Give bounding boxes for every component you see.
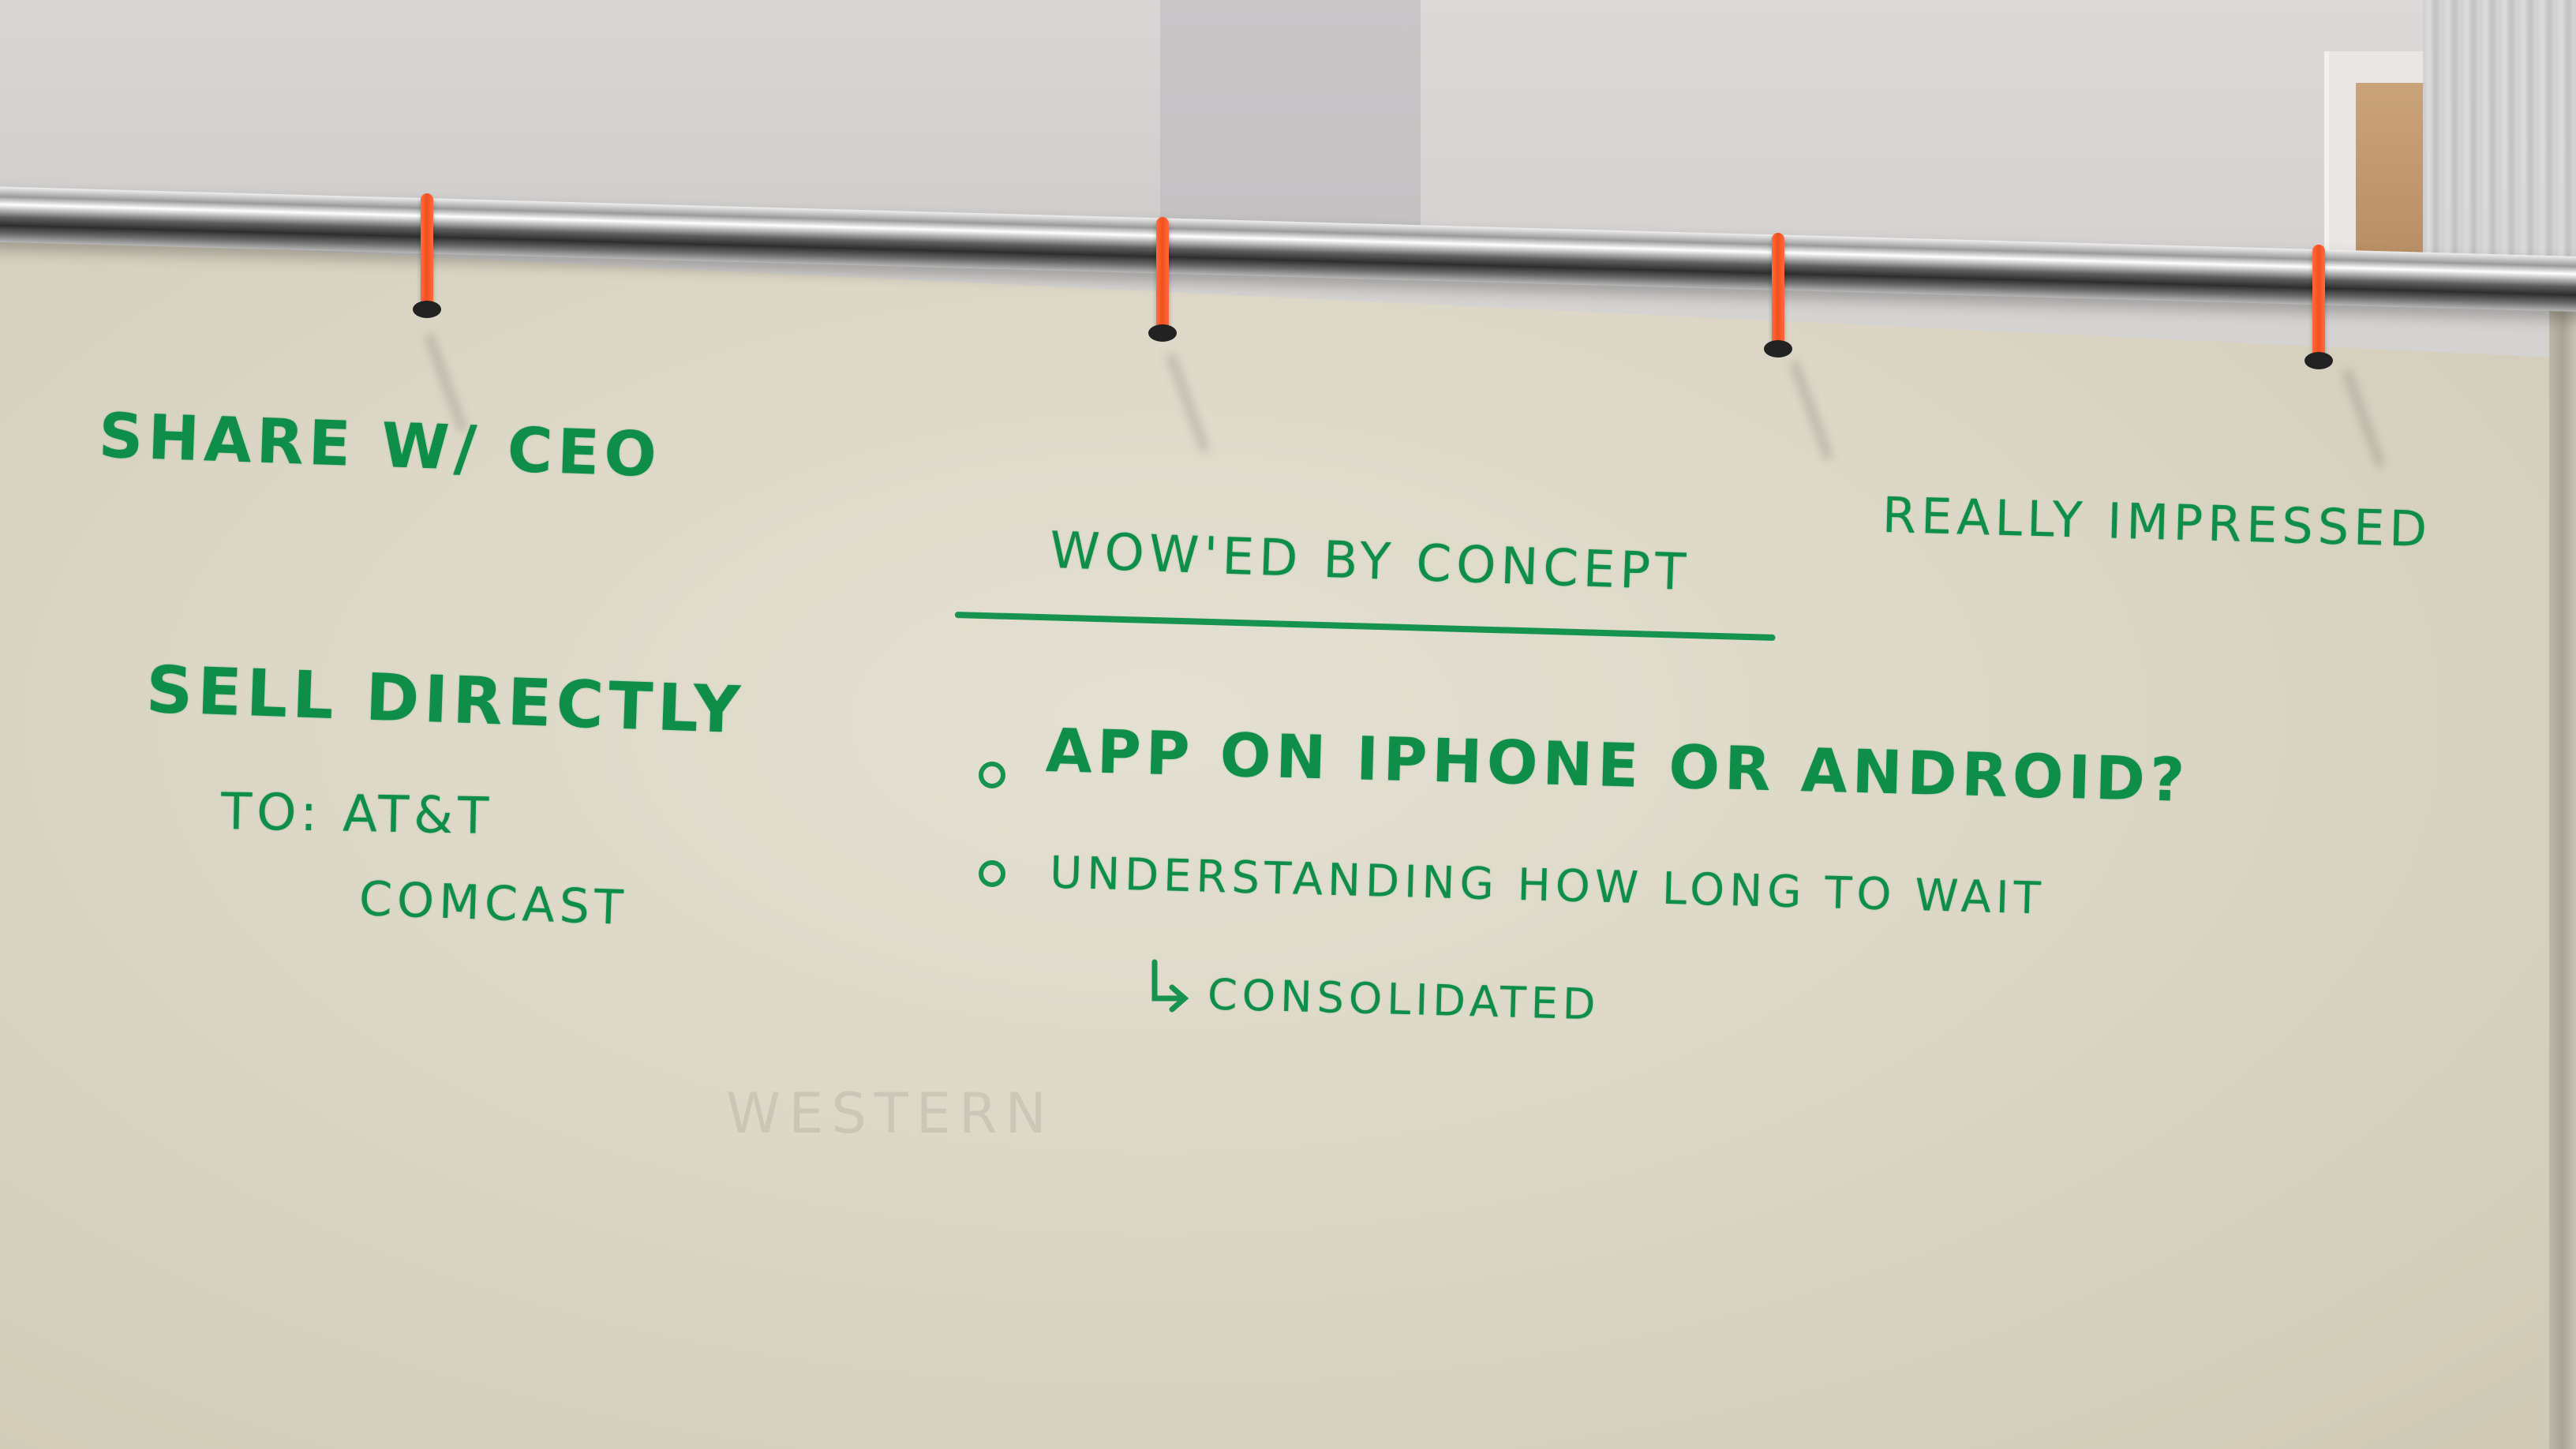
arrow-icon [1151, 959, 1189, 1013]
whiteboard [0, 237, 2565, 1449]
zip-tie [1764, 233, 1792, 358]
bullet-point [979, 762, 1005, 788]
whiteboard-edge [2549, 268, 2576, 1449]
wall-corner [1160, 0, 1421, 253]
zip-tie [1148, 217, 1177, 342]
note-comcast: COMCAST [358, 871, 629, 936]
zip-tie [413, 193, 441, 318]
erased-marks: WESTERN [726, 1081, 1054, 1146]
curtain [2423, 0, 2576, 268]
note-consolidated: CONSOLIDATED [1207, 969, 1601, 1030]
bullet-point [979, 860, 1005, 887]
note-to-att: TO: AT&T [220, 782, 494, 847]
zip-tie [2305, 245, 2333, 369]
door [2356, 83, 2427, 256]
